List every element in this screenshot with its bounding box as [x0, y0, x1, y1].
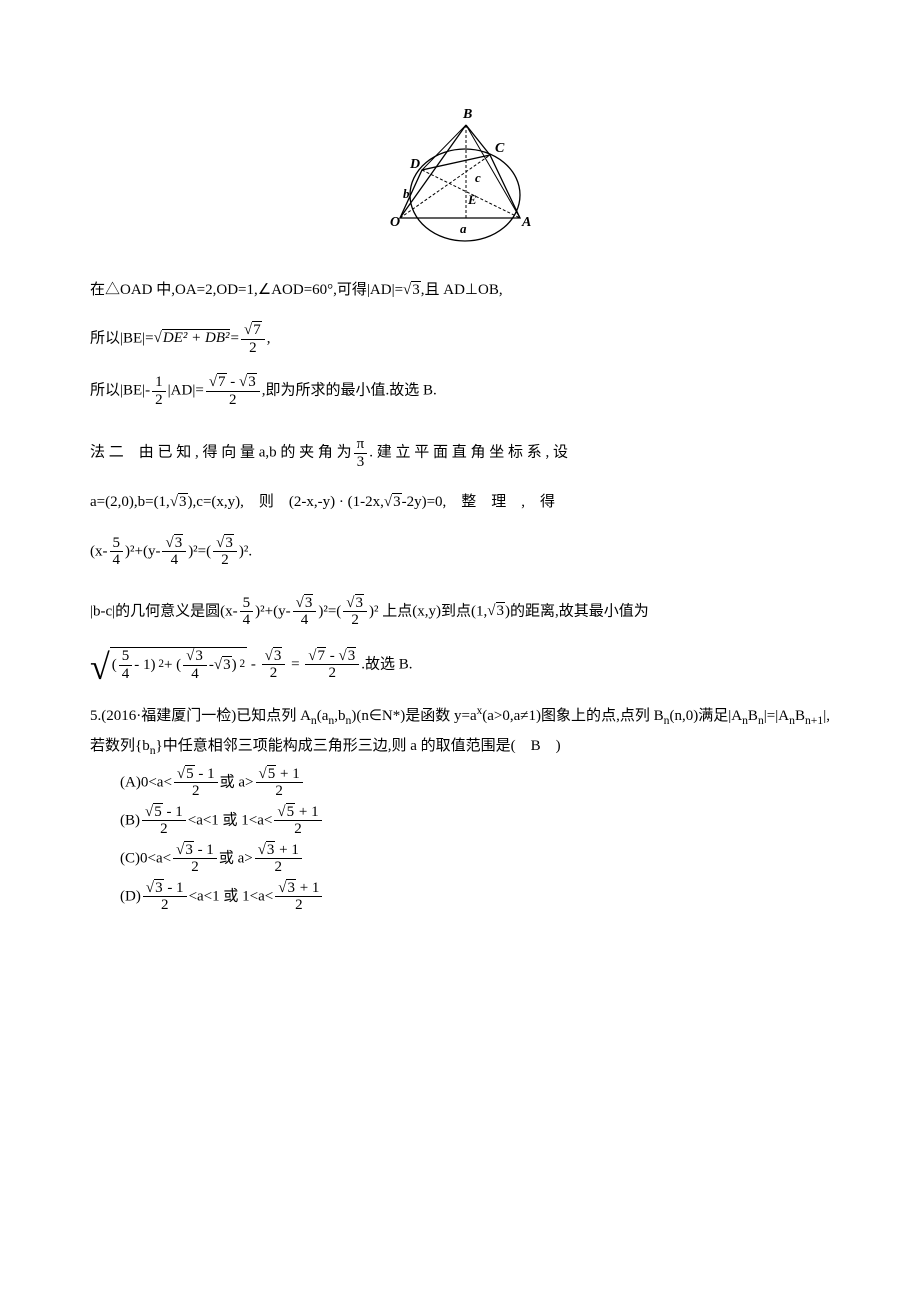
svg-text:O: O [390, 215, 400, 230]
svg-text:D: D [409, 157, 420, 172]
question-5: 5.(2016·福建厦门一检)已知点列 An(an,bn)(n∈N*)是函数 y… [90, 701, 830, 762]
svg-text:A: A [521, 215, 531, 230]
svg-text:a: a [460, 221, 467, 236]
svg-text:E: E [467, 192, 477, 207]
svg-text:B: B [462, 107, 472, 122]
geometry-diagram: O A B C D E a b c [90, 100, 830, 261]
svg-text:b: b [403, 186, 410, 201]
solution-line-8: √ (54 - 1) 2 + (34 - 3) 2 - 32 = 7 - 32.… [90, 647, 830, 683]
solution-line-7: |b-c|的几何意义是圆(x-54)²+(y-34)²=(32)² 上点(x,y… [90, 595, 830, 629]
solution-line-4: 法 二 由 已 知 , 得 向 量 a,b 的 夹 角 为π3. 建 立 平 面… [90, 436, 830, 470]
solution-line-6: (x-54)²+(y-34)²=(32)². [90, 535, 830, 569]
option-B: (B)5 - 12<a<1 或 1<a<5 + 12 [90, 804, 830, 838]
svg-text:c: c [475, 170, 481, 185]
solution-line-1: 在△OAD 中,OA=2,OD=1,∠AOD=60°,可得|AD|=3,且 AD… [90, 276, 830, 305]
option-C: (C)0<a<3 - 12或 a>3 + 12 [90, 842, 830, 876]
solution-line-2: 所以|BE|=DE² + DB²=72, [90, 322, 830, 356]
solution-line-5: a=(2,0),b=(1,3),c=(x,y), 则 (2-x,-y) · (1… [90, 488, 830, 517]
solution-line-3: 所以|BE|-12|AD|=7 - 32,即为所求的最小值.故选 B. [90, 374, 830, 408]
svg-text:C: C [495, 141, 505, 156]
option-A: (A)0<a<5 - 12或 a>5 + 12 [90, 766, 830, 800]
option-D: (D)3 - 12<a<1 或 1<a<3 + 12 [90, 880, 830, 914]
